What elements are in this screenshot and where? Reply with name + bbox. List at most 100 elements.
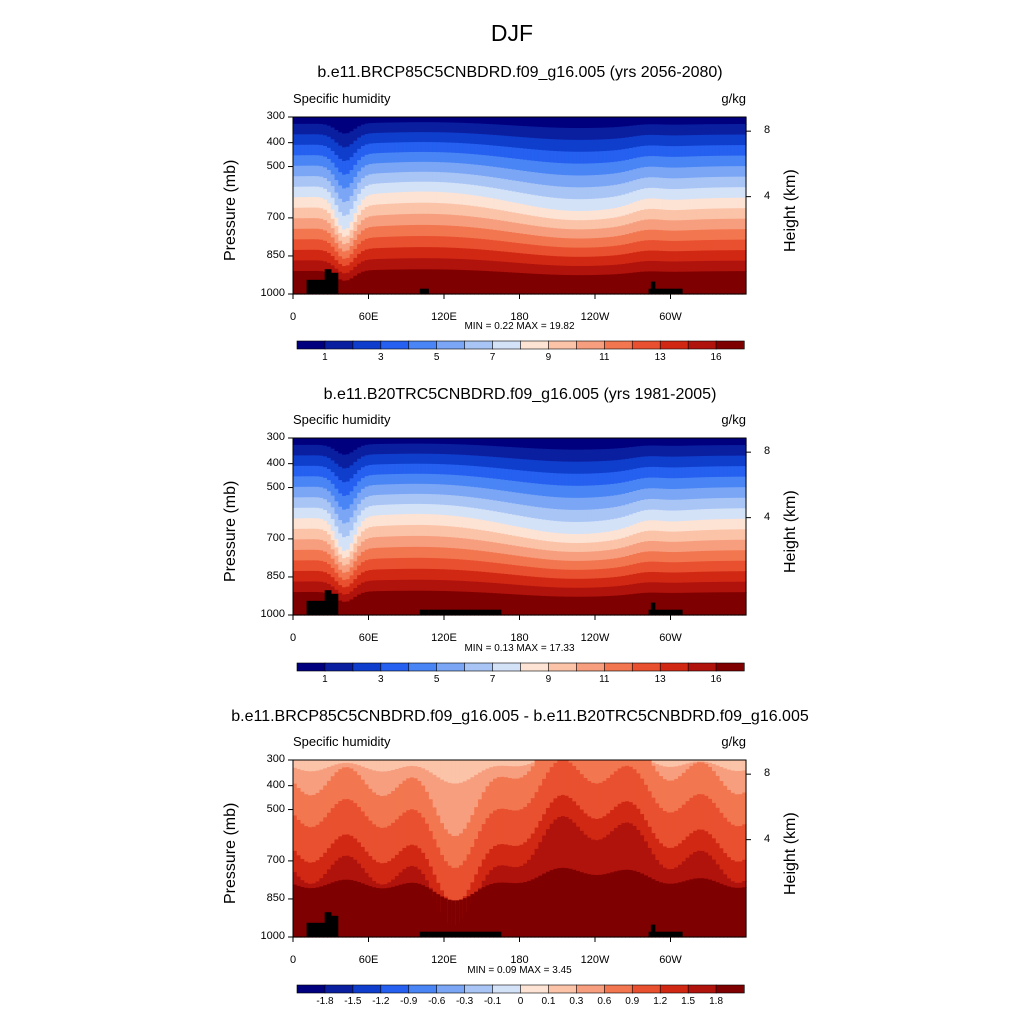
contour-fill <box>330 760 336 767</box>
contour-fill <box>451 182 456 194</box>
contour-fill <box>296 819 302 856</box>
contour-fill <box>613 127 619 140</box>
contour-fill <box>413 269 419 295</box>
contour-fill <box>576 497 581 511</box>
contour-fill <box>655 156 660 168</box>
contour-fill <box>530 766 536 799</box>
contour-fill <box>338 760 343 765</box>
contour-fill <box>632 479 638 492</box>
contour-fill <box>379 142 385 154</box>
contour-fill <box>719 519 724 531</box>
contour-fill <box>394 443 400 455</box>
contour-fill <box>511 883 517 938</box>
contour-fill <box>538 138 543 151</box>
contour-fill <box>334 572 339 582</box>
contour-fill <box>678 843 683 866</box>
contour-fill <box>293 260 298 272</box>
contour-fill <box>564 587 570 598</box>
contour-fill <box>530 194 536 207</box>
contour-fill <box>727 592 732 616</box>
contour-fill <box>659 438 664 447</box>
contour-fill <box>579 175 585 188</box>
contour-fill <box>485 531 490 542</box>
contour-fill <box>311 862 317 885</box>
contour-fill <box>508 574 513 585</box>
contour-fill <box>644 841 649 877</box>
contour-fill <box>345 235 351 244</box>
contour-fill <box>455 132 460 144</box>
contour-fill <box>432 525 438 537</box>
contour-fill <box>459 475 464 487</box>
contour-fill <box>496 844 502 867</box>
contour-fill <box>481 239 487 251</box>
contour-fill <box>519 765 524 779</box>
contour-fill <box>470 143 475 155</box>
contour-fill <box>462 506 468 518</box>
contour-fill <box>561 449 566 463</box>
contour-fill <box>568 229 573 239</box>
contour-fill <box>640 167 645 179</box>
contour-fill <box>715 134 721 146</box>
contour-fill <box>613 274 619 295</box>
contour-fill <box>394 484 400 495</box>
contour-fill <box>300 239 305 251</box>
contour-fill <box>323 768 328 787</box>
contour-fill <box>742 260 747 272</box>
contour-fill <box>489 499 494 512</box>
contour-fill <box>742 824 747 861</box>
contour-fill <box>561 794 566 817</box>
contour-fill <box>500 200 506 212</box>
contour-fill <box>715 229 721 241</box>
contour-fill <box>440 454 445 465</box>
contour-fill <box>417 142 422 153</box>
contour-fill <box>534 225 539 237</box>
contour-fill <box>379 193 385 205</box>
contour-fill <box>700 124 706 136</box>
contour-fill <box>730 592 736 616</box>
contour-fill <box>523 171 528 183</box>
contour-fill <box>326 457 332 470</box>
contour-fill <box>304 176 309 188</box>
contour-fill <box>572 265 577 276</box>
contour-fill <box>319 856 324 879</box>
contour-fill <box>564 473 570 487</box>
contour-fill <box>734 445 740 457</box>
contour-fill <box>459 559 464 571</box>
contour-fill <box>523 459 528 472</box>
contour-fill <box>368 788 373 822</box>
contour-fill <box>659 592 664 616</box>
contour-fill <box>304 438 309 446</box>
contour-fill <box>734 166 740 178</box>
contour-fill <box>727 166 732 178</box>
contour-fill <box>708 445 713 457</box>
contour-fill <box>360 562 366 573</box>
contour-fill <box>300 592 305 616</box>
contour-fill <box>421 181 426 193</box>
contour-fill <box>666 883 672 938</box>
contour-fill <box>440 443 445 455</box>
contour-fill <box>523 806 528 843</box>
contour-fill <box>391 569 396 581</box>
contour-fill <box>738 445 743 457</box>
contour-fill <box>383 494 388 506</box>
contour-fill <box>508 168 513 181</box>
contour-fill <box>470 133 475 145</box>
contour-fill <box>500 533 506 545</box>
contour-fill <box>651 250 657 262</box>
contour-fill <box>557 461 562 474</box>
contour-fill <box>621 117 626 128</box>
contour-fill <box>436 269 441 295</box>
contour-fill <box>372 591 377 616</box>
contour-fill <box>693 466 698 479</box>
contour-fill <box>719 250 724 262</box>
contour-fill <box>406 142 411 153</box>
contour-fill <box>681 445 687 458</box>
contour-fill <box>636 124 641 137</box>
contour-fill <box>708 271 713 295</box>
contour-fill <box>715 438 721 446</box>
contour-fill <box>700 134 706 147</box>
contour-fill <box>319 571 324 583</box>
contour-fill <box>738 760 743 772</box>
contour-fill <box>293 549 298 562</box>
contour-fill <box>640 240 645 252</box>
